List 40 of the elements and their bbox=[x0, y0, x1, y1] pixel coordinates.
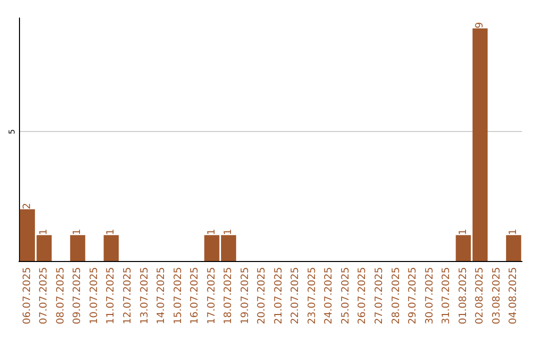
x-tick-label: 14.07.2025 bbox=[156, 267, 168, 324]
x-tick-label: 20.07.2025 bbox=[256, 267, 268, 324]
data-label: 1 bbox=[72, 228, 84, 236]
x-tick-label: 03.08.2025 bbox=[491, 267, 502, 324]
x-tick-label: 09.07.2025 bbox=[72, 267, 84, 324]
x-tick-label: 27.07.2025 bbox=[374, 267, 385, 324]
x-tick-label: 16.07.2025 bbox=[190, 267, 201, 324]
x-tick-label: 19.07.2025 bbox=[240, 267, 251, 324]
data-label: 1 bbox=[223, 228, 234, 236]
x-tick-label: 10.07.2025 bbox=[88, 267, 100, 324]
x-tick-label: 08.07.2025 bbox=[55, 267, 66, 324]
data-label: 1 bbox=[38, 228, 50, 236]
x-tick-label: 21.07.2025 bbox=[273, 267, 284, 324]
x-tick-label: 07.07.2025 bbox=[38, 267, 50, 324]
data-label: 1 bbox=[508, 228, 520, 236]
x-tick-label: 25.07.2025 bbox=[340, 267, 352, 324]
x-tick-label: 12.07.2025 bbox=[122, 267, 134, 324]
x-tick-label: 29.07.2025 bbox=[408, 267, 419, 324]
x-tick-label: 06.07.2025 bbox=[22, 267, 33, 324]
x-tick-label: 22.07.2025 bbox=[290, 267, 302, 324]
x-tick-label: 28.07.2025 bbox=[390, 267, 402, 324]
x-tick-label: 13.07.2025 bbox=[139, 267, 150, 324]
x-tick-label: 24.07.2025 bbox=[324, 267, 335, 324]
x-tick-label: 02.08.2025 bbox=[474, 267, 486, 324]
x-tick-label: 30.07.2025 bbox=[424, 267, 436, 324]
x-tick-label: 31.07.2025 bbox=[441, 267, 452, 324]
x-tick-label: 15.07.2025 bbox=[172, 267, 184, 324]
data-label: 2 bbox=[22, 202, 33, 210]
x-tick-label: 17.07.2025 bbox=[206, 267, 218, 324]
x-tick-label: 01.08.2025 bbox=[458, 267, 469, 324]
y-tick-label: 5 bbox=[8, 129, 16, 134]
data-label: 1 bbox=[458, 228, 469, 236]
x-tick-label: 04.08.2025 bbox=[508, 267, 520, 324]
data-label: 1 bbox=[206, 228, 218, 236]
data-label: 9 bbox=[474, 22, 486, 28]
x-tick-label: 26.07.2025 bbox=[357, 267, 368, 324]
x-tick-label: 23.07.2025 bbox=[306, 267, 318, 324]
data-label: 1 bbox=[106, 228, 117, 236]
x-tick-label: 11.07.2025 bbox=[106, 267, 117, 324]
x-tick-label: 18.07.2025 bbox=[223, 267, 234, 324]
